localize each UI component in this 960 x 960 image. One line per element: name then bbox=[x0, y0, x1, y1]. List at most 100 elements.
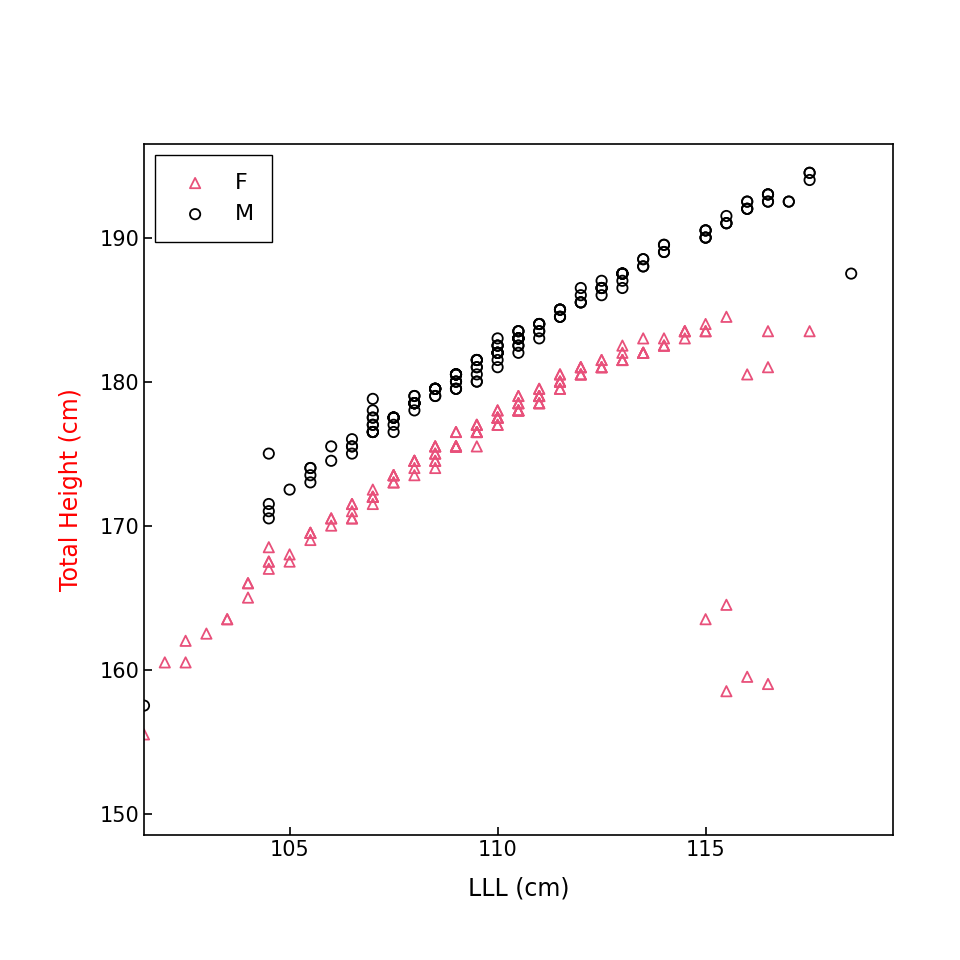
M bbox=[427, 381, 443, 396]
M bbox=[448, 381, 464, 396]
F bbox=[698, 317, 713, 332]
F bbox=[698, 324, 713, 339]
M bbox=[552, 309, 567, 324]
M bbox=[614, 266, 630, 281]
F bbox=[532, 389, 547, 404]
F bbox=[282, 546, 298, 562]
F bbox=[324, 511, 339, 526]
M bbox=[532, 317, 547, 332]
F bbox=[448, 439, 464, 454]
M bbox=[386, 410, 401, 425]
F bbox=[636, 345, 651, 360]
F bbox=[427, 439, 443, 454]
M bbox=[261, 496, 276, 512]
F bbox=[386, 468, 401, 483]
F bbox=[573, 367, 588, 382]
M bbox=[386, 424, 401, 440]
F bbox=[490, 410, 505, 425]
M bbox=[781, 194, 797, 209]
M bbox=[469, 374, 485, 390]
M bbox=[469, 352, 485, 368]
M bbox=[532, 317, 547, 332]
F bbox=[199, 626, 214, 641]
F bbox=[573, 367, 588, 382]
F bbox=[532, 389, 547, 404]
M bbox=[844, 266, 859, 281]
M bbox=[490, 345, 505, 360]
M bbox=[719, 216, 734, 231]
F bbox=[220, 612, 235, 627]
M bbox=[427, 381, 443, 396]
M bbox=[345, 439, 360, 454]
M bbox=[469, 374, 485, 390]
F bbox=[760, 677, 776, 692]
F bbox=[261, 554, 276, 569]
M bbox=[760, 186, 776, 202]
M bbox=[573, 295, 588, 310]
M bbox=[739, 201, 755, 216]
M bbox=[490, 345, 505, 360]
F bbox=[490, 410, 505, 425]
M bbox=[573, 280, 588, 296]
F bbox=[448, 424, 464, 440]
M bbox=[490, 345, 505, 360]
F bbox=[427, 453, 443, 468]
M bbox=[594, 288, 610, 303]
F bbox=[657, 338, 672, 353]
F bbox=[448, 424, 464, 440]
M bbox=[448, 367, 464, 382]
F bbox=[677, 324, 692, 339]
F bbox=[532, 381, 547, 396]
F bbox=[698, 324, 713, 339]
M bbox=[532, 330, 547, 346]
M bbox=[345, 432, 360, 447]
M bbox=[802, 165, 817, 180]
M bbox=[365, 410, 380, 425]
M bbox=[594, 280, 610, 296]
F bbox=[677, 330, 692, 346]
F bbox=[261, 554, 276, 569]
F bbox=[573, 367, 588, 382]
M bbox=[282, 482, 298, 497]
M bbox=[698, 230, 713, 246]
M bbox=[365, 391, 380, 406]
F bbox=[386, 468, 401, 483]
F bbox=[552, 381, 567, 396]
F bbox=[511, 402, 526, 418]
F bbox=[511, 402, 526, 418]
M bbox=[657, 237, 672, 252]
F bbox=[490, 410, 505, 425]
M bbox=[490, 338, 505, 353]
M bbox=[739, 194, 755, 209]
M bbox=[698, 230, 713, 246]
M bbox=[760, 194, 776, 209]
M bbox=[511, 338, 526, 353]
F bbox=[261, 540, 276, 555]
F bbox=[552, 367, 567, 382]
F bbox=[386, 474, 401, 490]
F bbox=[448, 439, 464, 454]
F bbox=[490, 417, 505, 432]
M bbox=[490, 345, 505, 360]
F bbox=[345, 496, 360, 512]
M bbox=[760, 186, 776, 202]
M bbox=[407, 396, 422, 411]
M bbox=[345, 439, 360, 454]
M bbox=[469, 352, 485, 368]
F bbox=[490, 410, 505, 425]
M bbox=[427, 381, 443, 396]
F bbox=[614, 345, 630, 360]
F bbox=[220, 612, 235, 627]
M bbox=[490, 338, 505, 353]
F bbox=[511, 389, 526, 404]
M bbox=[739, 201, 755, 216]
F bbox=[407, 453, 422, 468]
F bbox=[427, 446, 443, 462]
F bbox=[552, 374, 567, 390]
F bbox=[261, 561, 276, 576]
M bbox=[448, 374, 464, 390]
M bbox=[511, 330, 526, 346]
M bbox=[469, 360, 485, 375]
F bbox=[448, 439, 464, 454]
F bbox=[427, 461, 443, 476]
